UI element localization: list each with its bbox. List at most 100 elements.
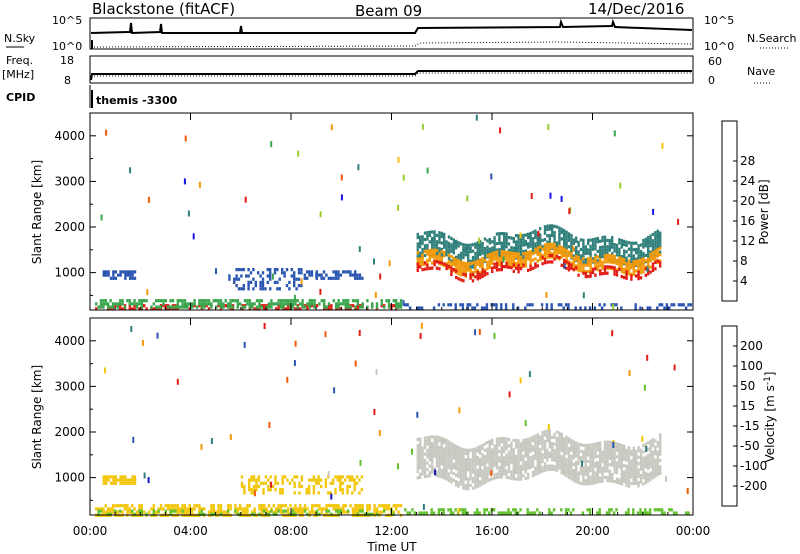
power-cell	[459, 270, 463, 274]
power-cell	[582, 251, 585, 255]
power-cell	[558, 247, 561, 251]
power-cell	[587, 238, 590, 242]
velocity-cell	[524, 467, 527, 471]
power-cell	[656, 242, 659, 246]
power-cell	[133, 276, 137, 280]
nave-label: Nave	[747, 65, 775, 78]
velocity-cell	[359, 507, 362, 511]
velocity-cell	[263, 507, 266, 511]
power-cell	[264, 287, 267, 291]
power-cell	[545, 306, 549, 310]
velocity-cell	[536, 462, 539, 466]
power-cell	[359, 305, 362, 309]
power-cell	[503, 235, 506, 239]
velocity-cell	[503, 462, 506, 466]
power-scatter-point	[545, 291, 548, 298]
velocity-cell	[615, 442, 619, 446]
power-cell	[567, 253, 571, 257]
velocity-cell	[654, 471, 657, 475]
velocity-cell	[291, 512, 295, 516]
power-cell	[608, 245, 611, 249]
velocity-cell	[654, 474, 657, 478]
velocity-cell	[630, 449, 633, 453]
velocity-cell	[495, 463, 499, 467]
velocity-cell	[324, 478, 328, 482]
power-cell	[102, 299, 105, 303]
velocity-cell	[570, 477, 573, 481]
power-cell	[498, 232, 501, 236]
velocity-cell	[507, 437, 511, 441]
power-cell	[438, 234, 441, 238]
power-cell	[603, 265, 607, 269]
power-cell	[634, 303, 637, 307]
power-cell	[498, 235, 501, 239]
velocity-cell	[416, 476, 419, 480]
velocity-cell	[426, 448, 429, 452]
velocity-cell	[512, 464, 515, 468]
velocity-cell	[455, 454, 458, 458]
velocity-cell	[551, 467, 554, 471]
power-cell	[606, 265, 609, 269]
velocity-cell	[188, 510, 191, 514]
velocity-cell	[594, 452, 597, 456]
velocity-cell	[450, 451, 453, 455]
power-cell	[579, 262, 583, 267]
velocity-cell	[596, 464, 599, 468]
velocity-cell	[503, 469, 506, 473]
velocity-cell	[443, 460, 446, 464]
power-cell	[445, 263, 448, 267]
power-cell	[459, 278, 463, 282]
velocity-cell	[303, 507, 307, 511]
velocity-cell	[449, 511, 453, 515]
power-cell	[670, 303, 673, 307]
nsearch-trace	[90, 41, 693, 48]
power-cell	[344, 302, 347, 306]
velocity-cell	[507, 463, 511, 467]
velocity-cell	[510, 444, 513, 448]
velocity-cell	[279, 491, 282, 495]
velocity-cell	[483, 511, 486, 515]
power-cell	[491, 246, 494, 250]
velocity-scatter-point	[478, 328, 481, 335]
power-cell	[536, 244, 539, 248]
power-cell	[611, 257, 614, 261]
velocity-cell	[373, 507, 376, 511]
freq-frame	[89, 55, 694, 84]
velocity-cell	[270, 509, 273, 513]
power-cell	[200, 302, 203, 306]
velocity-cell	[353, 488, 356, 492]
velocity-cell	[615, 461, 619, 465]
velocity-cell	[637, 462, 640, 466]
velocity-cell	[551, 435, 554, 439]
velocity-scatter-point	[474, 329, 477, 336]
power-cell	[565, 258, 568, 262]
velocity-cell	[529, 440, 532, 444]
power-colorbar-tick-label: 16	[740, 214, 755, 228]
velocity-cell	[647, 453, 650, 458]
velocity-scatter-point	[210, 438, 213, 444]
velocity-cell	[459, 476, 463, 480]
velocity-cell	[565, 461, 568, 465]
power-cell	[582, 257, 585, 261]
velocity-cell	[599, 476, 602, 480]
power-cell	[445, 253, 448, 257]
velocity-cell	[546, 452, 549, 456]
power-cell	[354, 299, 357, 303]
velocity-cell	[548, 442, 551, 446]
velocity-cell	[555, 446, 559, 450]
power-cell	[515, 255, 518, 259]
power-cell	[138, 307, 141, 311]
velocity-cell	[623, 464, 626, 468]
power-cell	[207, 299, 211, 303]
power-cell	[541, 262, 544, 266]
velocity-cell	[527, 466, 530, 470]
power-cell	[479, 252, 482, 257]
velocity-cell	[627, 455, 631, 459]
power-cell	[476, 277, 479, 281]
velocity-cell	[212, 510, 215, 514]
power-cell	[531, 252, 535, 256]
power-cell	[358, 276, 362, 280]
velocity-cell	[354, 507, 357, 511]
velocity-cell	[512, 477, 515, 481]
velocity-cell	[654, 468, 657, 472]
